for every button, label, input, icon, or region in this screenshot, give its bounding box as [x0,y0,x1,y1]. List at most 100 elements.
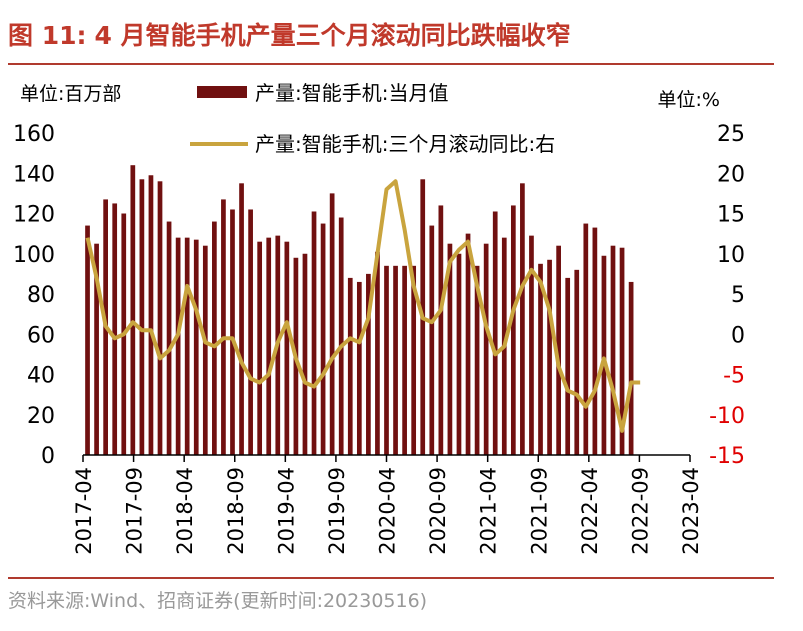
x-tick-label: 2017-04 [72,467,96,555]
bar [130,165,136,455]
figure-title-text: 4 月智能手机产量三个月滚动同比跌幅收窄 [94,21,571,50]
bar [384,265,389,455]
left-tick-label: 60 [27,323,55,348]
left-tick-label: 40 [27,364,55,389]
bar [212,221,217,455]
legend-bar-label: 产量:智能手机:当月值 [255,81,448,105]
figure-label: 图 11: [8,21,87,50]
bar [429,225,435,455]
bar [619,247,625,455]
right-tick-label: 10 [717,243,745,268]
x-tick-label: 2023-04 [679,467,703,555]
bar [583,223,589,455]
bar [338,217,344,455]
right-axis-ticks: -15 -10 -5 0 5 10 15 20 25 [709,122,745,469]
legend: 产量:智能手机:当月值 产量:智能手机:三个月滚动同比:右 [190,81,555,156]
bar [556,245,561,455]
right-unit-label: 单位:% [658,89,720,111]
bar [193,239,199,455]
bar [320,223,326,455]
bar [565,277,571,455]
bar [438,205,444,455]
bar [610,245,616,455]
x-tick-label: 2017-09 [123,467,147,555]
x-axis-ticks: 2017-04 2017-09 2018-04 2018-09 2019-04 2019-… [72,455,703,555]
x-tick-label: 2018-09 [224,467,248,555]
bar [347,277,353,455]
title-rule [8,63,774,65]
bar [510,205,516,455]
bar [411,265,417,455]
bar [375,251,380,455]
figure-title: 图 11: 4 月智能手机产量三个月滚动同比跌幅收窄 [8,16,579,52]
bar [483,243,489,455]
left-tick-label: 20 [27,404,55,429]
x-tick-label: 2021-09 [527,467,551,555]
bar [94,243,99,455]
bar [139,179,145,456]
right-tick-label: -15 [709,444,745,469]
bar [529,235,534,455]
x-tick-label: 2022-04 [578,467,602,555]
bar [402,265,407,455]
left-tick-label: 120 [13,203,55,228]
right-tick-label: 20 [717,162,745,187]
bar [112,203,118,455]
bar [257,241,263,455]
bar [157,181,163,456]
bar [393,265,398,455]
bar [474,265,480,455]
bar [184,237,190,455]
bar [465,233,471,456]
bar [366,273,371,456]
bar [266,237,272,455]
bar [239,183,244,455]
bar [601,255,607,455]
x-tick-label: 2018-04 [173,467,197,555]
x-tick-label: 2021-04 [477,467,501,555]
right-tick-label: 0 [731,323,745,348]
bar [221,199,226,455]
bar [284,241,290,455]
legend-line-label: 产量:智能手机:三个月滚动同比:右 [255,132,555,156]
bar [547,259,552,455]
right-tick-label: -5 [723,364,745,389]
x-tick-label: 2020-09 [426,467,450,555]
left-tick-label: 0 [41,444,55,469]
bar [574,269,580,455]
source-rule [8,577,774,579]
bar [329,193,335,456]
source-note: 资料来源:Wind、招商证券(更新时间:20230516) [8,590,428,612]
bar [592,227,598,455]
bar [311,211,317,455]
left-tick-label: 140 [13,162,55,187]
bar [447,243,453,455]
line-series [85,179,641,433]
x-tick-label: 2020-04 [376,467,400,555]
left-axis-ticks: 0 20 40 60 80 100 120 140 160 [13,122,55,469]
bar [538,263,543,455]
bar [356,281,362,455]
bar [148,175,154,455]
bar [492,211,498,455]
right-tick-label: 15 [717,203,745,228]
x-tick-label: 2022-09 [628,467,652,555]
x-tick-label: 2019-09 [325,467,349,555]
right-tick-label: -10 [709,404,745,429]
right-tick-label: 5 [731,283,745,308]
bar [520,183,525,455]
bar [230,209,235,455]
bar [202,245,208,455]
legend-bar-swatch [197,86,247,98]
bar [628,281,634,455]
bar [302,253,308,455]
bar [166,221,172,455]
right-tick-label: 25 [717,122,745,147]
left-tick-label: 80 [27,283,55,308]
left-tick-label: 160 [13,122,55,147]
bar [456,253,462,455]
bar [175,237,181,455]
x-tick-label: 2019-04 [274,467,298,555]
bar [248,209,253,455]
